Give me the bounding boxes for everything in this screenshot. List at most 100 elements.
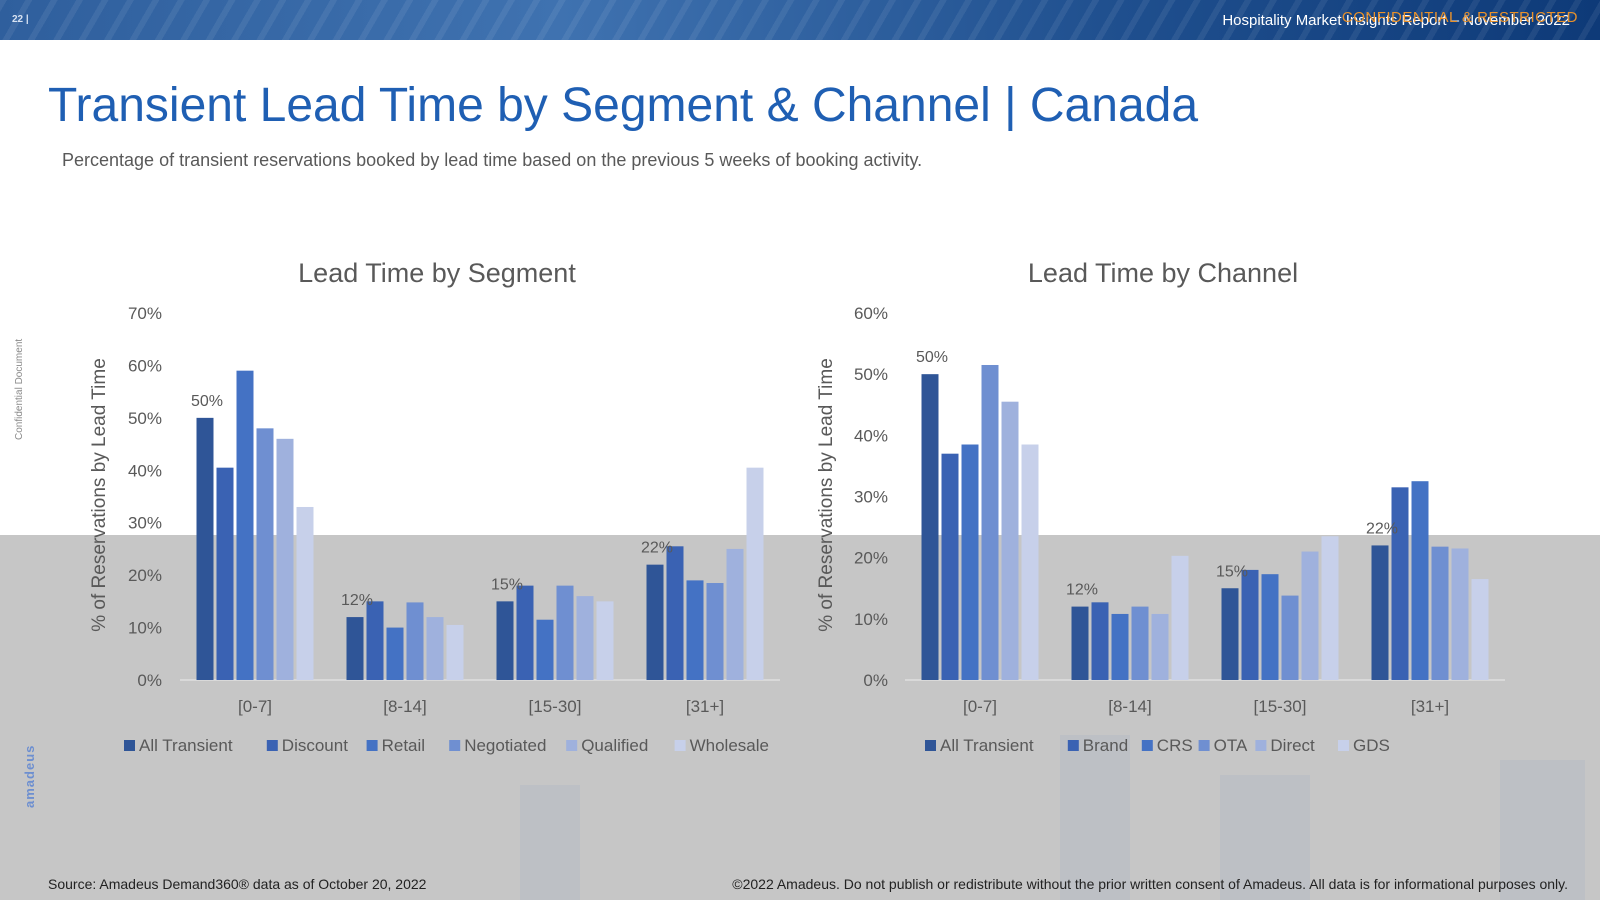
bar-qualified — [426, 617, 444, 680]
y-tick-label: 60% — [854, 304, 888, 323]
data-label: 12% — [1066, 582, 1098, 599]
x-tick-label: [8-14] — [1108, 697, 1151, 716]
y-axis-label: % of Reservations by Lead Time — [816, 358, 837, 632]
bar-all-transient — [496, 601, 514, 680]
bar-crs — [961, 444, 979, 680]
bar-ota — [1281, 595, 1299, 680]
legend-swatch — [449, 740, 461, 751]
data-label: 15% — [1216, 563, 1248, 580]
city-building — [1060, 735, 1130, 900]
bar-ota — [1131, 606, 1149, 680]
bar-qualified — [576, 596, 594, 680]
data-label: 50% — [191, 393, 223, 410]
legend-swatch — [674, 740, 686, 751]
y-tick-label: 10% — [854, 610, 888, 629]
bar-direct — [1151, 613, 1169, 680]
bar-direct — [1451, 548, 1469, 680]
bar-all-transient — [921, 374, 939, 680]
legend-label: Discount — [282, 736, 348, 755]
legend-label: CRS — [1157, 736, 1193, 755]
legend-label: GDS — [1353, 736, 1390, 755]
bar-crs — [1111, 613, 1129, 680]
bar-ota — [981, 364, 999, 680]
bar-negotiated — [706, 583, 724, 680]
header-banner: 22 | Hospitality Market Insights Report … — [0, 0, 1600, 40]
bar-all-transient — [1371, 545, 1389, 680]
bar-brand — [941, 453, 959, 680]
data-label: 15% — [491, 576, 523, 593]
legend-label: Direct — [1270, 736, 1315, 755]
banner-pattern — [0, 0, 1600, 40]
bar-gds — [1471, 579, 1489, 680]
x-tick-label: [15-30] — [529, 697, 582, 716]
data-label: 22% — [641, 540, 673, 557]
y-tick-label: 20% — [128, 566, 162, 585]
bar-discount — [216, 467, 234, 680]
x-tick-label: [15-30] — [1254, 697, 1307, 716]
y-tick-label: 40% — [128, 461, 162, 480]
city-building — [1500, 760, 1585, 900]
bar-gds — [1021, 444, 1039, 680]
bar-crs — [1261, 574, 1279, 680]
segment-chart: Lead Time by Segment 0% 10% 20% 30% 40% 50% 60%… — [89, 258, 780, 755]
y-axis-label: % of Reservations by Lead Time — [89, 358, 110, 632]
chart-title: Lead Time by Segment — [298, 258, 576, 288]
legend-label: All Transient — [940, 736, 1034, 755]
bar-all-transient — [1071, 606, 1089, 680]
legend-swatch — [266, 740, 278, 751]
bar-discount — [516, 585, 534, 680]
bar-all-transient — [196, 417, 214, 680]
chart-title: Lead Time by Channel — [1028, 258, 1298, 288]
legend-swatch — [366, 740, 378, 751]
y-tick-label: 50% — [128, 409, 162, 428]
x-tick-label: [31+] — [1411, 697, 1449, 716]
bar-ota — [1431, 546, 1449, 680]
legend-label: OTA — [1214, 736, 1248, 755]
legend-label: All Transient — [139, 736, 233, 755]
data-label: 12% — [341, 592, 373, 609]
bar-qualified — [726, 548, 744, 680]
legend-swatch — [1338, 740, 1349, 751]
bar-qualified — [276, 438, 294, 680]
bar-all-transient — [1221, 588, 1239, 680]
bar-gds — [1171, 555, 1189, 680]
bar-direct — [1301, 551, 1319, 680]
copyright-note: ©2022 Amadeus. Do not publish or redistr… — [732, 876, 1568, 892]
legend-swatch — [1255, 740, 1267, 751]
y-tick-label: 70% — [128, 304, 162, 323]
y-tick-label: 40% — [854, 426, 888, 445]
bar-retail — [386, 627, 404, 680]
bar-negotiated — [556, 585, 574, 680]
legend-swatch — [124, 740, 135, 751]
source-note: Source: Amadeus Demand360® data as of Oc… — [48, 876, 427, 892]
page-subtitle: Percentage of transient reservations boo… — [62, 150, 923, 170]
x-tick-label: [0-7] — [963, 697, 997, 716]
confidential-label: CONFIDENTIAL & RESTRICTED — [1341, 9, 1578, 26]
bar-crs — [1411, 481, 1429, 680]
legend-swatch — [1067, 740, 1079, 751]
legend-label: Negotiated — [464, 736, 546, 755]
bar-negotiated — [406, 602, 424, 680]
city-building — [520, 785, 580, 900]
y-tick-label: 10% — [128, 619, 162, 638]
y-tick-label: 50% — [854, 365, 888, 384]
bar-brand — [1391, 487, 1409, 680]
y-tick-label: 0% — [863, 671, 888, 690]
y-tick-label: 30% — [128, 514, 162, 533]
bar-negotiated — [256, 428, 274, 680]
city-building — [1220, 775, 1310, 900]
legend-swatch — [566, 740, 578, 751]
page-title: Transient Lead Time by Segment & Channel… — [48, 79, 1199, 132]
y-tick-label: 20% — [854, 549, 888, 568]
y-tick-label: 60% — [128, 356, 162, 375]
channel-chart: Lead Time by Channel 0% 10% 20% 30% 40% 50% 60%… — [816, 258, 1505, 755]
bar-wholesale — [446, 624, 464, 680]
y-tick-label: 0% — [137, 671, 162, 690]
x-tick-label: [8-14] — [383, 697, 426, 716]
bar-discount — [666, 546, 684, 680]
bar-brand — [1091, 602, 1109, 680]
bar-retail — [536, 619, 554, 680]
report-title: Hospitality Market Insights Report – Nov… — [1222, 12, 1570, 29]
legend-label: Wholesale — [690, 736, 769, 755]
bar-all-transient — [646, 564, 664, 680]
